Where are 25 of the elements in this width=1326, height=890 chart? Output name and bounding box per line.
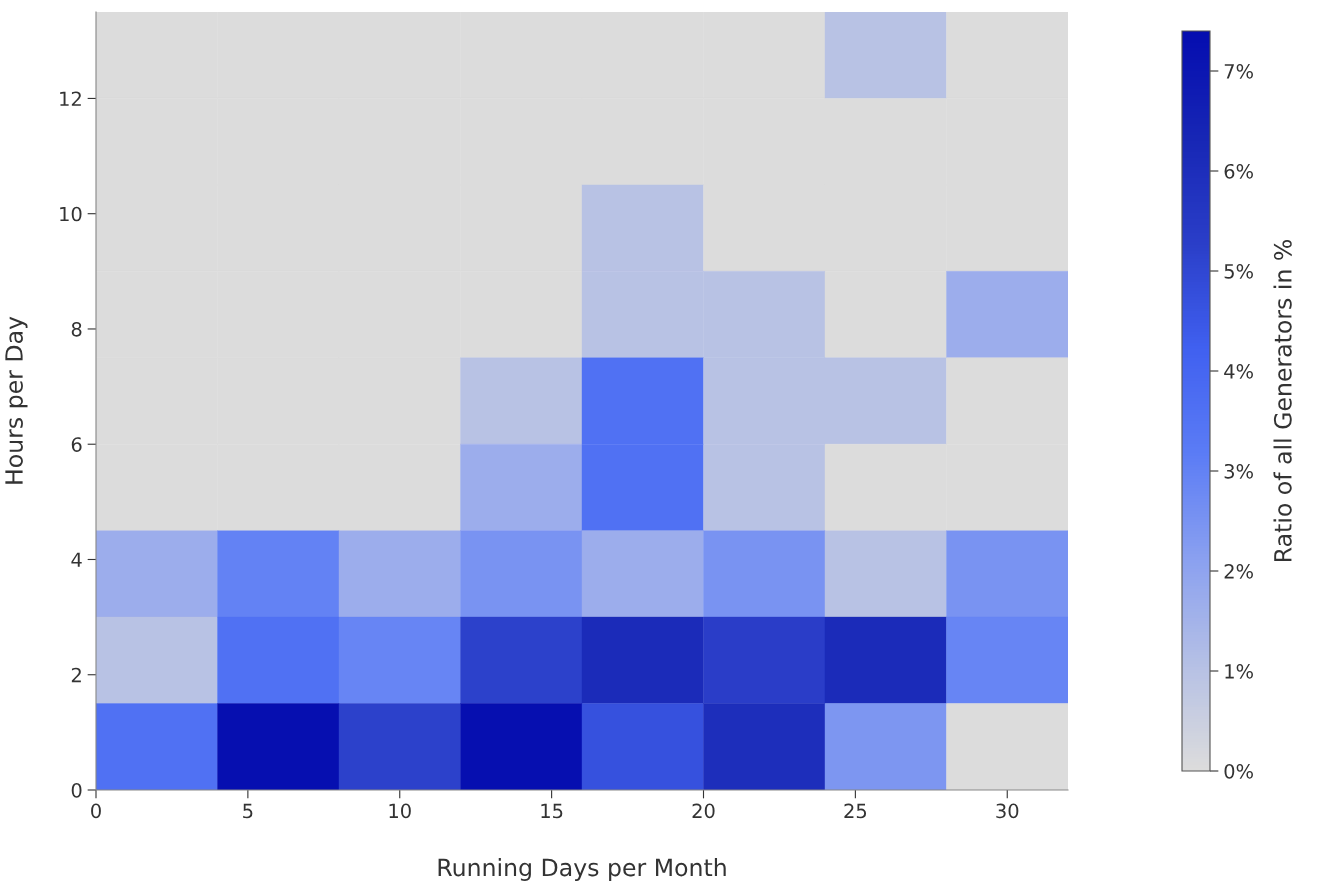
color-bar-label: 7%	[1224, 63, 1253, 79]
x-tick-label: 15	[541, 803, 563, 819]
y-tick-label: 0	[71, 782, 82, 798]
y-tick-label: 12	[60, 91, 81, 106]
color-bar-label: 6%	[1224, 163, 1253, 179]
color-bar-label: 4%	[1224, 363, 1253, 379]
y-tick-label: 10	[60, 206, 82, 222]
y-tick-label: 4	[71, 552, 82, 567]
x-tick-label: 10	[389, 803, 411, 819]
x-tick-label: 25	[844, 803, 867, 819]
x-tick-label: 30	[996, 803, 1019, 819]
x-axis-title: Running Days per Month	[438, 858, 726, 881]
y-axis-title: Hours per Day	[5, 316, 28, 484]
color-bar-label: 5%	[1224, 263, 1253, 279]
color-bar-label: 0%	[1224, 763, 1253, 779]
color-bar-label: 1%	[1225, 663, 1253, 679]
x-tick-label: 0	[91, 803, 101, 819]
color-bar-label: 3%	[1224, 463, 1253, 479]
y-tick-label: 2	[71, 667, 81, 683]
color-bar-label: 2%	[1224, 563, 1253, 579]
color-bar-title: Ratio of all Generators in %	[1273, 239, 1292, 561]
y-tick-label: 6	[71, 437, 82, 452]
x-tick-label: 20	[692, 803, 715, 819]
x-tick-label: 5	[243, 803, 253, 819]
y-tick-label: 8	[71, 321, 82, 337]
